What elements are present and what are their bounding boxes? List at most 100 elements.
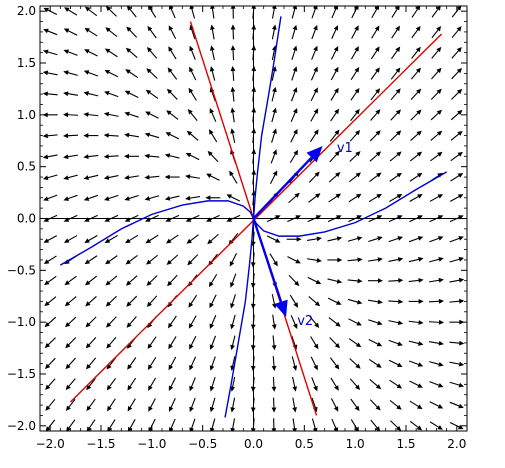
field-arrow [145,111,159,119]
field-arrow [347,236,363,242]
field-arrow-shaft [328,195,339,203]
field-arrow-shaft [147,214,159,221]
field-arrow-head [314,171,320,177]
field-arrow-shaft [429,237,441,243]
field-arrow-head [378,278,383,284]
field-arrow-shaft [108,398,116,409]
field-arrow [449,215,464,223]
field-arrow [84,275,98,286]
field-arrow-shaft [66,154,78,158]
field-arrow-head [66,426,71,431]
field-arrow-shaft [149,418,156,430]
field-arrow [64,296,77,307]
field-arrow-shaft [168,254,179,264]
field-arrow [189,6,196,19]
field-arrow-head [438,340,444,346]
field-arrow-head [295,258,301,264]
field-arrow [409,194,423,202]
field-arrow-head [355,129,361,136]
field-arrow-head [65,363,71,370]
field-arrow-shaft [46,235,58,242]
y-tick-label: 0.0 [17,212,36,226]
field-arrow [408,299,424,304]
field-arrow-head [43,7,50,13]
field-arrow [391,46,401,60]
field-arrow-shaft [188,196,200,199]
field-arrow-head [205,195,211,201]
y-tick-label: 0.5 [17,160,36,174]
field-arrow-head [42,49,49,55]
field-arrow-head [83,112,89,117]
field-arrow-head [397,320,404,326]
field-arrow-head [293,128,298,135]
field-arrow [388,215,403,223]
field-arrow [148,398,156,412]
field-arrow-head [416,151,423,157]
field-arrow-head [292,386,298,392]
field-arrow [327,215,342,223]
field-arrow-shaft [46,29,58,36]
field-arrow-shaft [328,317,339,326]
field-arrow [369,399,381,411]
field-arrow-head [395,130,402,136]
field-arrow [45,378,56,390]
field-arrow-head [397,257,404,262]
field-arrow-head [354,67,360,73]
field-arrow-shaft [231,356,236,368]
field-arrow-shaft [128,398,136,409]
field-arrow-head [457,173,464,178]
field-arrow [368,257,383,262]
field-arrow-head [313,364,318,371]
field-arrow-shaft [66,174,78,179]
field-arrow-head [186,130,193,136]
field-arrow-head [42,70,49,76]
field-arrow [368,215,383,223]
field-arrow [451,47,462,59]
field-arrow [429,340,444,346]
field-arrow-head [146,46,153,53]
field-arrow-head [104,238,111,244]
field-arrow-head [356,299,363,305]
field-arrow-shaft [330,69,338,81]
field-arrow-head [63,91,69,97]
field-arrow-shaft [128,28,138,38]
field-arrow-shaft [66,29,78,36]
field-arrow-head [63,175,69,180]
field-arrow [431,67,442,80]
field-arrow-shaft [46,214,58,221]
field-arrow [126,26,138,38]
field-arrow-head [230,24,236,30]
field-arrow-shaft [350,90,358,101]
field-arrow [389,193,403,203]
field-arrow-shaft [291,69,296,81]
field-arrow-shaft [87,8,98,17]
field-arrow [388,359,403,367]
field-arrow-head [437,194,444,199]
field-arrow-shaft [347,279,360,282]
field-arrow-head [148,385,153,391]
field-arrow-head [104,217,110,222]
field-arrow-shaft [127,113,139,118]
field-arrow-head [43,238,50,243]
field-arrow-head [335,193,342,199]
field-arrow-shaft [231,294,236,306]
field-arrow-shaft [169,377,177,389]
field-arrow-shaft [107,194,119,200]
field-arrow-shaft [46,154,58,158]
field-arrow-shaft [209,153,219,163]
field-arrow-shaft [307,258,319,262]
field-arrow [144,195,160,201]
field-arrow [209,356,216,371]
field-arrow-shaft [86,194,99,200]
field-arrow-shaft [148,49,158,59]
field-arrow [286,236,302,242]
field-arrow-head [104,70,111,75]
field-arrow-shaft [230,253,238,264]
field-arrow [208,129,218,143]
field-arrow [84,235,98,243]
field-arrow [168,418,176,431]
field-arrow-shaft [86,154,99,158]
field-arrow-shaft [370,419,379,430]
field-arrow [348,193,362,203]
field-arrow [145,214,159,222]
